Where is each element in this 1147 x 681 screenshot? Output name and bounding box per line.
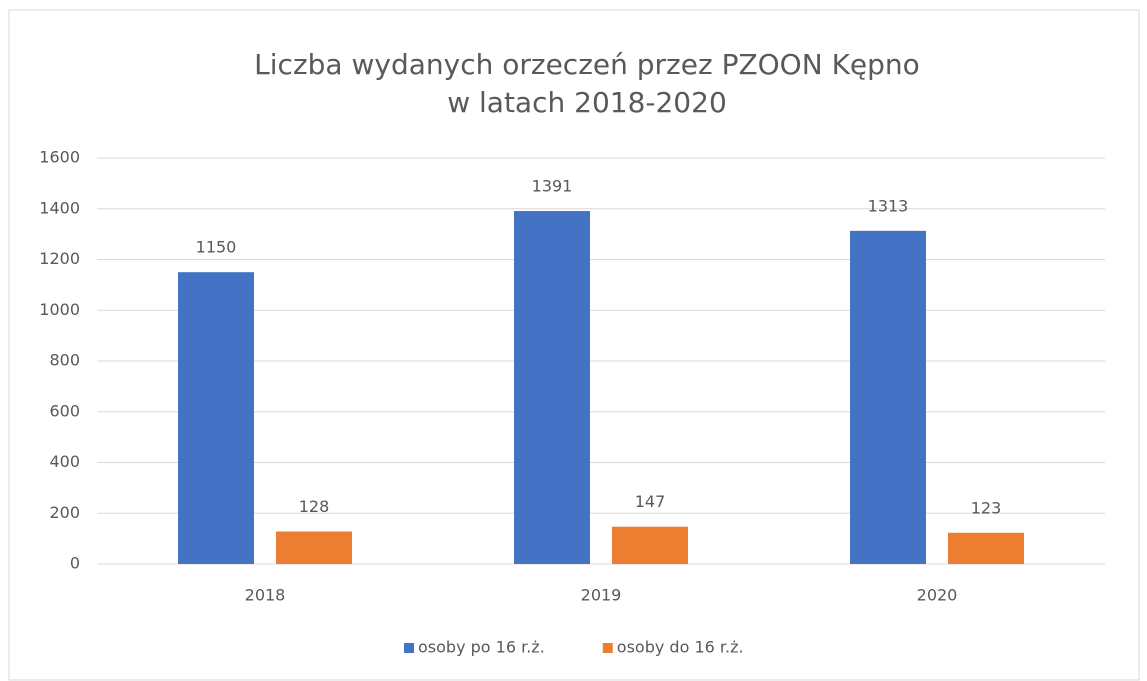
- bar: [948, 532, 1024, 564]
- data-label: 128: [299, 497, 330, 516]
- legend-swatch: [404, 643, 414, 653]
- bar: [850, 230, 926, 565]
- x-tick-label: 2018: [245, 586, 286, 605]
- x-tick-label: 2019: [581, 586, 622, 605]
- x-tick-label: 2020: [917, 586, 958, 605]
- bar: [276, 531, 352, 564]
- legend-label: osoby po 16 r.ż.: [418, 638, 545, 657]
- data-label: 1391: [532, 177, 573, 196]
- legend-label: osoby do 16 r.ż.: [617, 638, 744, 657]
- chart-title: w latach 2018-2020: [447, 86, 727, 119]
- bar: [514, 211, 590, 564]
- y-tick-label: 200: [49, 503, 80, 522]
- y-tick-label: 600: [49, 401, 80, 420]
- chart-title: Liczba wydanych orzeczeń przez PZOON Kęp…: [254, 48, 920, 81]
- y-tick-label: 400: [49, 452, 80, 471]
- y-tick-label: 1600: [39, 148, 80, 167]
- y-tick-label: 800: [49, 351, 80, 370]
- y-tick-label: 1200: [39, 249, 80, 268]
- data-label: 147: [635, 492, 666, 511]
- data-label: 123: [971, 498, 1002, 517]
- legend-swatch: [602, 643, 613, 653]
- y-tick-label: 1000: [39, 300, 80, 319]
- y-tick-label: 1400: [39, 198, 80, 217]
- data-label: 1150: [196, 238, 237, 257]
- bar: [612, 526, 688, 564]
- data-label: 1313: [868, 196, 909, 215]
- bar: [178, 272, 254, 564]
- y-tick-label: 0: [70, 554, 80, 573]
